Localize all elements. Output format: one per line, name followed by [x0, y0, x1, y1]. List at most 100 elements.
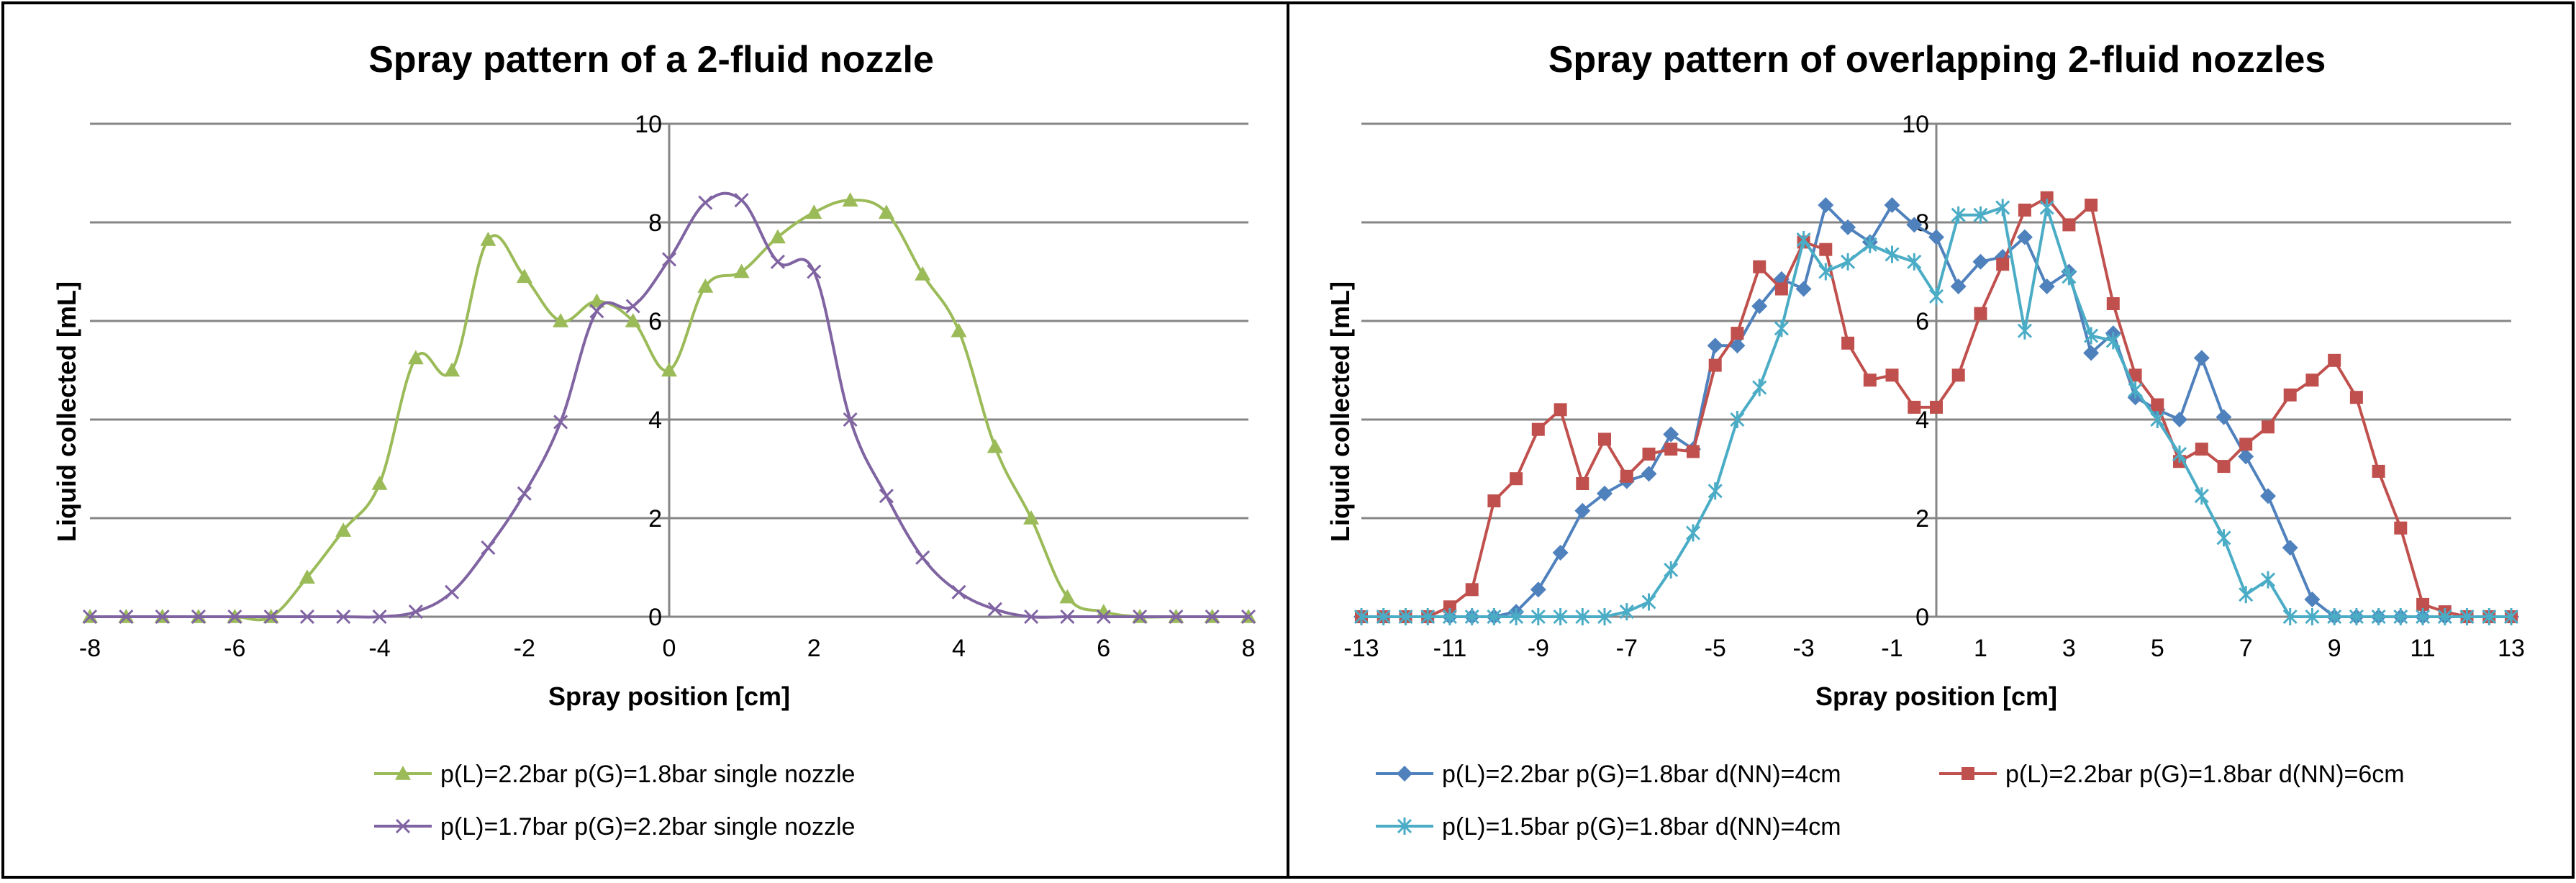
data-point [1574, 502, 1591, 519]
data-point [155, 609, 170, 625]
legend-swatch-marker [395, 818, 411, 834]
data-point [2262, 420, 2275, 434]
data-point [879, 489, 894, 504]
data-point [2372, 464, 2385, 478]
data-point [1576, 477, 1589, 490]
legend-entry: p(L)=1.5bar p(G)=1.8bar d(NN)=4cm [1376, 813, 1841, 841]
data-point [2282, 540, 2298, 556]
data-point [2084, 327, 2099, 345]
data-point [589, 293, 605, 308]
data-point [445, 584, 460, 599]
data-point [1353, 608, 1369, 625]
data-point [951, 584, 966, 599]
series-group [82, 191, 1256, 625]
y-axis-label: Liquid collected [mL] [52, 281, 81, 542]
data-point [2085, 199, 2098, 212]
data-point [1885, 368, 1899, 382]
y-tick-label: 0 [648, 604, 662, 631]
data-point [806, 204, 822, 219]
legend-entry: p(L)=2.2bar p(G)=1.8bar d(NN)=4cm [1376, 761, 1841, 788]
data-point [2327, 608, 2342, 625]
x-tick-label: 13 [2498, 635, 2525, 662]
x-tick-label: -8 [79, 635, 101, 662]
x-tick-label: -1 [1881, 635, 1902, 662]
data-point [1510, 472, 1523, 486]
data-point [2304, 592, 2321, 607]
data-point [1753, 260, 1767, 273]
data-point [807, 264, 822, 279]
x-tick-label: -11 [1433, 635, 1467, 662]
data-point [2038, 279, 2055, 294]
data-point [1619, 603, 1634, 621]
data-point [1531, 422, 1545, 436]
data-point [372, 609, 387, 625]
data-point [517, 486, 532, 501]
data-point [2105, 332, 2121, 350]
data-point [1464, 608, 1479, 625]
x-tick-label: 8 [1242, 635, 1256, 662]
data-point [661, 362, 677, 377]
data-point [1951, 206, 1966, 224]
data-point [2151, 398, 2164, 412]
data-point [1840, 219, 1856, 235]
data-point [2260, 571, 2276, 589]
data-point [2194, 487, 2209, 505]
data-point [1133, 609, 1148, 625]
data-point [1398, 608, 1413, 625]
y-axis-label: Liquid collected [mL] [1325, 281, 1355, 542]
data-point [1597, 485, 1613, 502]
data-point [915, 266, 931, 281]
chart-title: Spray pattern of overlapping 2-fluid noz… [1548, 39, 2326, 81]
data-point [661, 252, 677, 267]
data-point [625, 299, 640, 314]
legend-swatch-marker [395, 766, 411, 780]
data-point [481, 540, 496, 556]
data-point [2282, 608, 2298, 625]
data-point [335, 522, 352, 537]
data-point [1884, 197, 1900, 213]
data-point [1995, 199, 2010, 217]
data-point [2482, 608, 2497, 625]
legend-swatch-marker [1397, 818, 1412, 835]
x-tick-label: -7 [1616, 635, 1638, 662]
data-point [1730, 411, 1745, 428]
data-point [734, 193, 749, 208]
data-point [2040, 191, 2054, 204]
y-tick-label: 4 [648, 407, 662, 434]
data-point [263, 609, 278, 625]
data-point [1708, 358, 1722, 372]
x-tick-label: 2 [807, 635, 821, 662]
data-point [1169, 609, 1184, 625]
series-group [1353, 191, 2519, 625]
data-point [191, 609, 206, 625]
data-point [2459, 608, 2475, 625]
x-tick-labels: -13 -11 -9 -7 -5 -3 -1 1 3 5 7 9 11 13 [1343, 635, 2524, 662]
x-tick-label: -3 [1792, 635, 1814, 662]
data-point [2239, 586, 2254, 604]
legend-label: p(L)=2.2bar p(G)=1.8bar d(NN)=6cm [2005, 761, 2405, 788]
data-point [1096, 609, 1111, 625]
data-point [2062, 268, 2077, 286]
data-point [2349, 608, 2364, 625]
data-point [625, 313, 641, 327]
data-point [1973, 206, 1988, 224]
data-point [1024, 609, 1039, 625]
data-point [1664, 561, 1679, 579]
data-point [1059, 589, 1076, 604]
data-point [697, 279, 714, 293]
data-point [842, 192, 858, 207]
x-tick-label: -6 [224, 635, 245, 662]
data-point [2283, 388, 2297, 402]
x-tick-label: 1 [1974, 635, 1987, 662]
x-tick-label: 7 [2239, 635, 2253, 662]
y-tick-label: 6 [648, 308, 662, 335]
y-tick-label: 8 [648, 209, 662, 237]
data-point [2195, 443, 2208, 456]
data-point [2238, 448, 2254, 465]
data-point [2128, 368, 2142, 382]
data-point [2416, 597, 2430, 611]
data-point [2239, 438, 2253, 451]
right-chart-panel: Spray pattern of overlapping 2-fluid noz… [1287, 1, 2575, 879]
data-point [2260, 488, 2276, 504]
